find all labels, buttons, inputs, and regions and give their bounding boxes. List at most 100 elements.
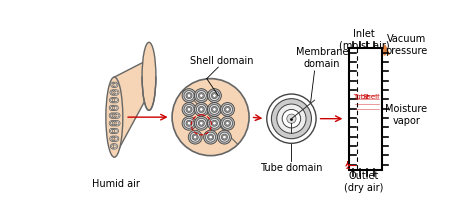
Circle shape [208, 134, 214, 140]
Circle shape [211, 106, 218, 113]
Circle shape [287, 114, 296, 123]
Circle shape [277, 104, 306, 133]
Text: Humid air: Humid air [92, 179, 140, 189]
Circle shape [111, 121, 117, 126]
Circle shape [113, 128, 118, 134]
Circle shape [182, 102, 196, 116]
Circle shape [223, 136, 226, 139]
Circle shape [114, 129, 117, 132]
Text: Tube domain: Tube domain [260, 163, 323, 173]
Circle shape [188, 130, 202, 144]
Circle shape [111, 82, 116, 88]
Circle shape [115, 121, 120, 126]
Circle shape [196, 118, 206, 128]
Circle shape [204, 130, 218, 144]
Circle shape [109, 136, 115, 141]
Circle shape [172, 79, 249, 156]
Circle shape [226, 122, 229, 125]
Circle shape [226, 108, 229, 111]
Circle shape [222, 104, 233, 115]
Circle shape [113, 136, 119, 141]
Circle shape [211, 120, 218, 126]
Circle shape [198, 106, 204, 113]
Circle shape [184, 91, 194, 101]
Circle shape [113, 137, 116, 140]
Polygon shape [114, 59, 149, 157]
Circle shape [111, 91, 114, 94]
Circle shape [208, 89, 221, 102]
Circle shape [213, 122, 216, 125]
Circle shape [213, 94, 216, 97]
Circle shape [114, 106, 117, 110]
Circle shape [187, 108, 191, 111]
Circle shape [109, 121, 115, 126]
Circle shape [110, 90, 115, 95]
Circle shape [113, 91, 116, 94]
Circle shape [218, 130, 231, 144]
Circle shape [115, 91, 118, 94]
Circle shape [210, 118, 219, 128]
Circle shape [222, 118, 233, 128]
Circle shape [111, 136, 117, 141]
Circle shape [110, 106, 113, 110]
Circle shape [111, 97, 117, 103]
Circle shape [196, 104, 206, 115]
Circle shape [110, 99, 114, 102]
Circle shape [111, 113, 117, 118]
Circle shape [182, 89, 196, 102]
Circle shape [112, 83, 115, 86]
Text: Moisture
vapor: Moisture vapor [385, 104, 427, 126]
Circle shape [200, 122, 203, 125]
Circle shape [114, 99, 118, 102]
Circle shape [115, 137, 118, 140]
Circle shape [200, 108, 203, 111]
Circle shape [109, 105, 115, 111]
Circle shape [112, 129, 116, 132]
Circle shape [208, 102, 221, 116]
Circle shape [194, 89, 208, 102]
Text: Outlet
(dry air): Outlet (dry air) [344, 171, 383, 193]
Circle shape [186, 120, 192, 126]
Circle shape [187, 122, 191, 125]
Circle shape [114, 114, 117, 117]
Circle shape [186, 92, 192, 99]
Ellipse shape [106, 77, 123, 157]
Circle shape [196, 91, 206, 101]
Circle shape [111, 105, 117, 111]
Text: Inlet
(moist air): Inlet (moist air) [338, 29, 389, 50]
Circle shape [113, 121, 118, 126]
Circle shape [113, 97, 118, 103]
Circle shape [194, 116, 208, 130]
Circle shape [113, 82, 118, 88]
Circle shape [112, 99, 116, 102]
Circle shape [113, 105, 118, 111]
Circle shape [111, 137, 114, 140]
Text: Shell: Shell [363, 94, 380, 100]
Circle shape [113, 145, 117, 148]
Circle shape [116, 114, 119, 117]
Circle shape [110, 114, 113, 117]
Circle shape [221, 134, 228, 140]
Circle shape [112, 122, 115, 125]
Circle shape [110, 129, 114, 132]
Circle shape [272, 99, 311, 139]
Circle shape [194, 102, 208, 116]
Bar [349, 48, 382, 170]
Circle shape [110, 144, 116, 149]
Circle shape [225, 120, 231, 126]
Circle shape [184, 118, 194, 128]
Circle shape [210, 104, 219, 115]
Circle shape [111, 145, 115, 148]
Circle shape [209, 136, 212, 139]
Circle shape [282, 110, 301, 128]
Circle shape [193, 136, 197, 139]
Circle shape [210, 91, 219, 101]
Circle shape [220, 102, 235, 116]
Circle shape [208, 116, 221, 130]
Circle shape [219, 132, 229, 142]
Circle shape [206, 132, 216, 142]
Circle shape [192, 134, 198, 140]
Circle shape [213, 108, 216, 111]
Circle shape [113, 113, 118, 118]
Circle shape [267, 94, 316, 143]
